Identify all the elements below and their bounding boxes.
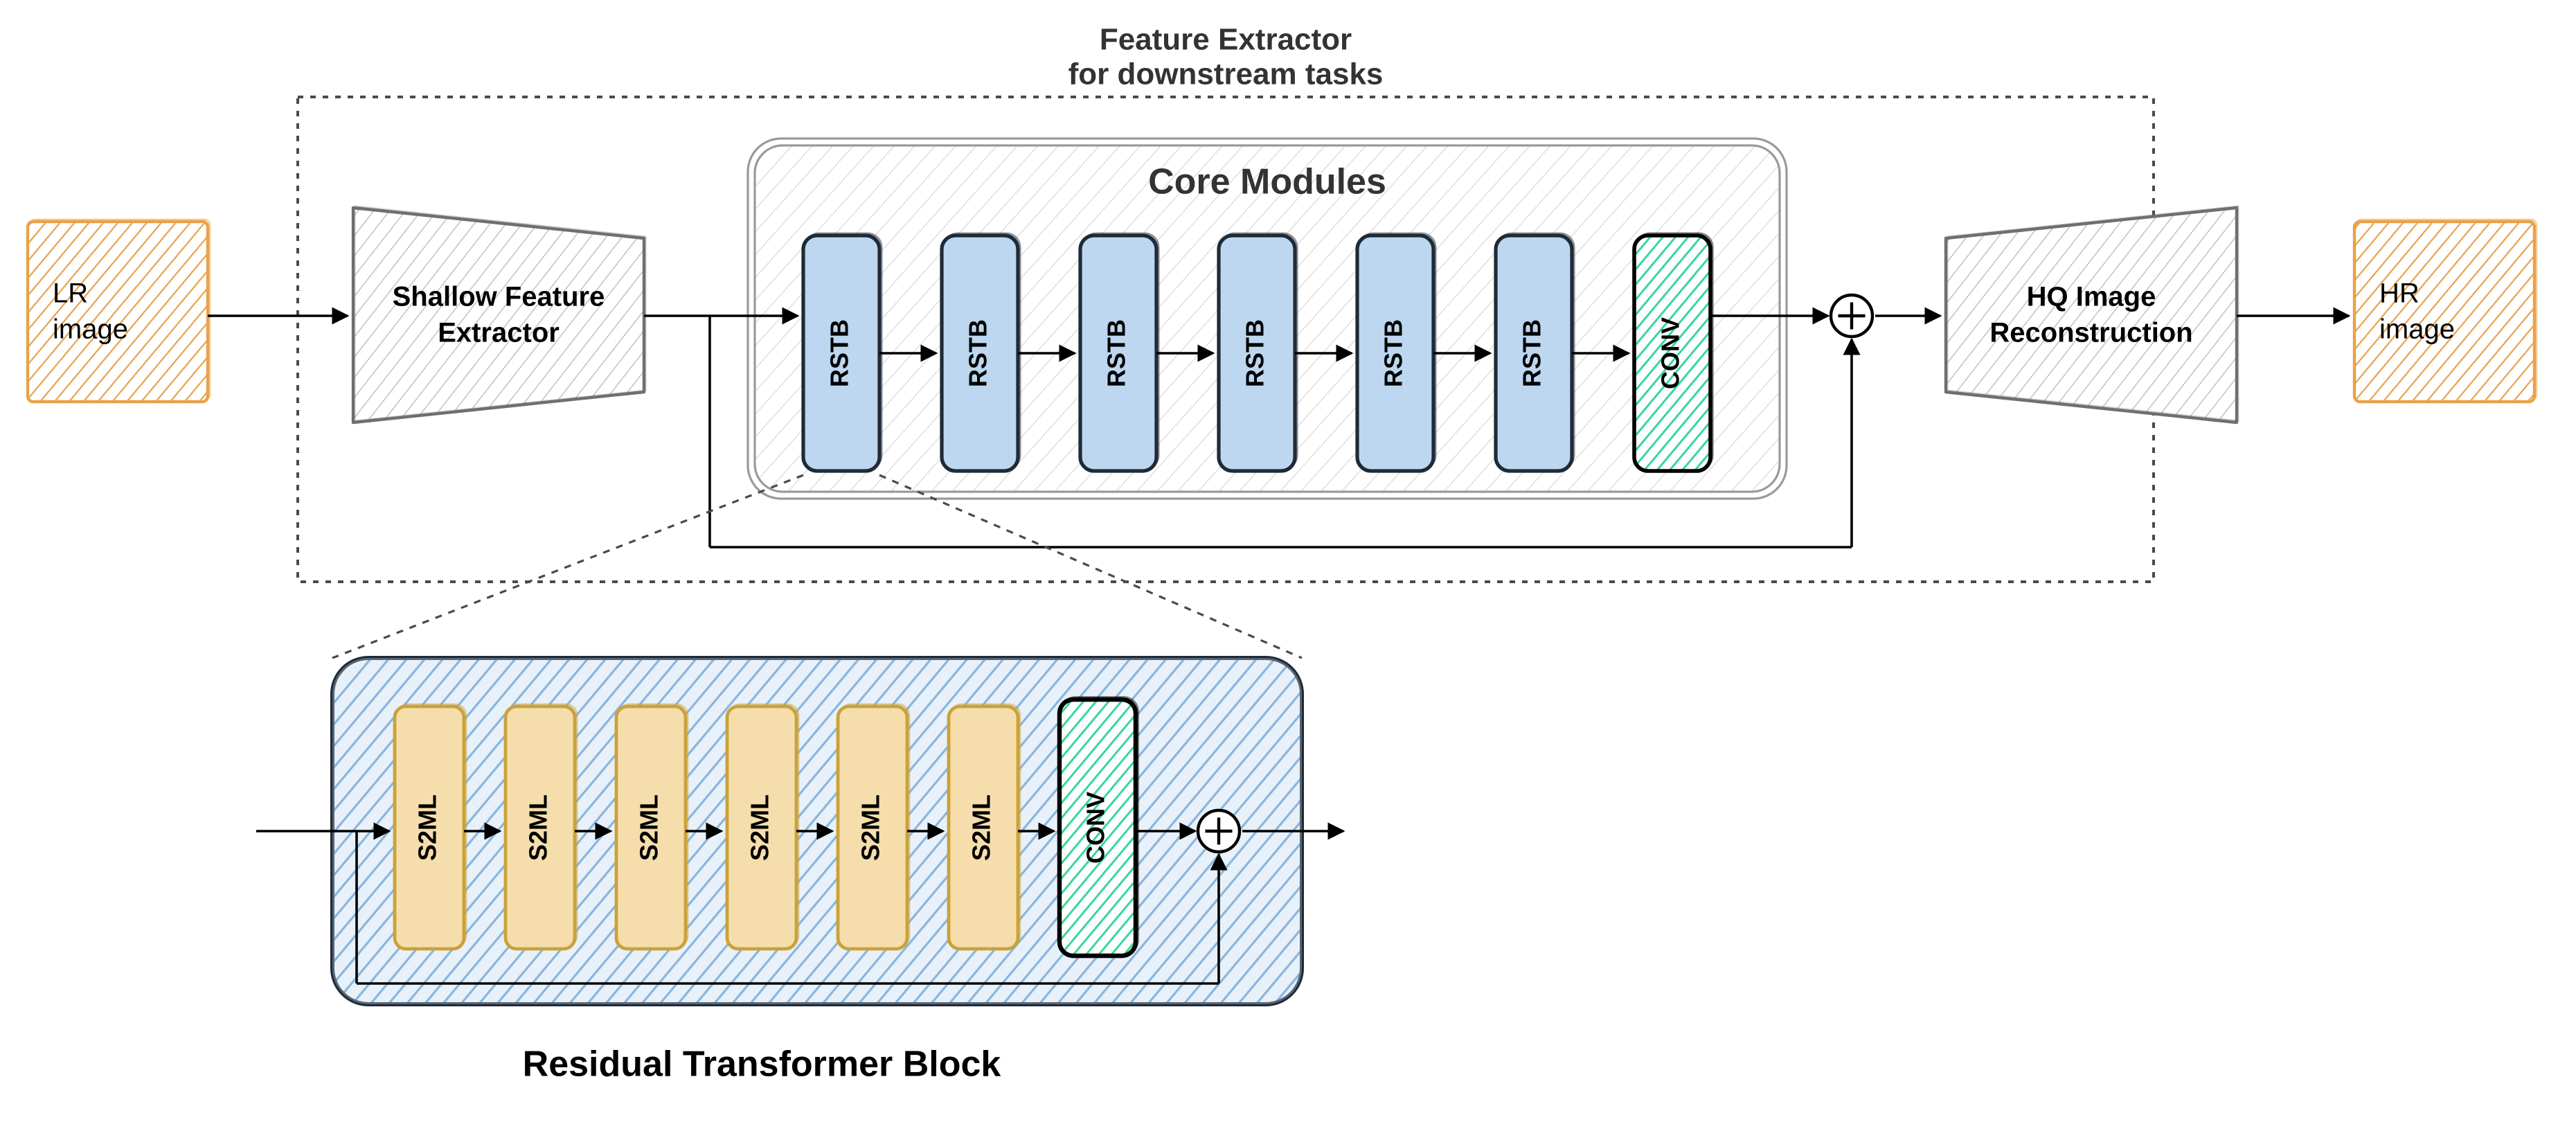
label-text: S2ML bbox=[967, 794, 996, 861]
label-text: image bbox=[53, 314, 128, 345]
label-text: RSTB bbox=[964, 319, 992, 387]
label-text: RSTB bbox=[1102, 319, 1131, 387]
diagram-shape bbox=[1946, 208, 2237, 422]
label-text: S2ML bbox=[746, 794, 774, 861]
label-text: Extractor bbox=[438, 318, 560, 348]
label-text: S2ML bbox=[524, 794, 553, 861]
label-text: HQ Image bbox=[2027, 282, 2156, 312]
label-text: LR bbox=[53, 278, 88, 309]
label-text: S2ML bbox=[857, 794, 885, 861]
label-text: S2ML bbox=[635, 794, 663, 861]
label-text: image bbox=[2379, 314, 2455, 345]
diagram-shape bbox=[28, 222, 208, 402]
label-text: RSTB bbox=[1379, 319, 1408, 387]
label-text: RSTB bbox=[825, 319, 854, 387]
diagram-shape bbox=[353, 208, 644, 422]
label-text: Feature Extractor bbox=[1100, 23, 1352, 57]
label-text: RSTB bbox=[1241, 319, 1269, 387]
connector-line bbox=[332, 475, 803, 658]
label-text: HR bbox=[2379, 278, 2420, 309]
label-text: CONV bbox=[1082, 792, 1110, 864]
label-text: Residual Transformer Block bbox=[523, 1044, 1001, 1085]
label-text: Reconstruction bbox=[1989, 318, 2192, 348]
label-text: S2ML bbox=[413, 794, 442, 861]
label-text: Shallow Feature bbox=[393, 282, 605, 312]
diagram-shape bbox=[2354, 222, 2534, 402]
label-text: for downstream tasks bbox=[1068, 57, 1384, 91]
label-text: RSTB bbox=[1518, 319, 1546, 387]
label-text: CONV bbox=[1656, 317, 1685, 389]
label-text: Core Modules bbox=[1148, 162, 1386, 202]
connector-line bbox=[879, 475, 1302, 658]
